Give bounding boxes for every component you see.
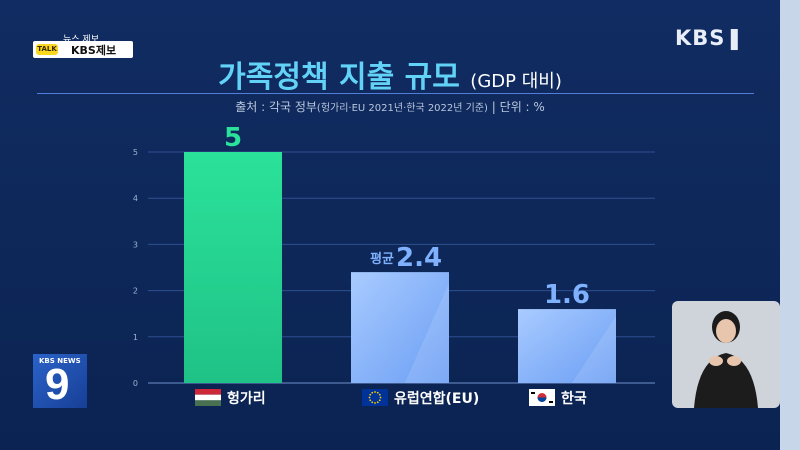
hungary-flag-icon [195, 389, 221, 406]
value-label: 1.6 [544, 280, 590, 310]
bar-chart: 0 1 2 3 4 5 5 평균 2.4 1.6 헝가리 유럽연합(EU) 한국 [133, 123, 655, 407]
title-divider [37, 93, 754, 94]
value-label: 2.4 [396, 243, 442, 273]
news-badge-number: 9 [45, 360, 70, 409]
chart-title-sub: (GDP 대비) [470, 71, 562, 92]
bar-shine [404, 283, 449, 383]
category-label: 한국 [561, 391, 587, 407]
y-tick-label: 3 [133, 240, 138, 249]
news-badge-label: KBS NEWS [39, 357, 81, 365]
tip-label: KBS제보 [71, 44, 117, 57]
kbs-logo-text: KBS [675, 26, 726, 50]
kbs-logo: KBS❚ [675, 26, 744, 50]
chart-title-main: 가족정책 지출 규모 [218, 60, 460, 95]
channel-one-icon: ❚ [725, 26, 745, 50]
bar-shine [571, 316, 616, 383]
sign-language-interpreter [672, 301, 780, 408]
value-prefix-label: 평균 [370, 251, 394, 267]
bar [351, 272, 449, 383]
x-axis: 헝가리 유럽연합(EU) 한국 [195, 389, 587, 407]
tip-box: TALK KBS제보 [33, 41, 133, 58]
source-note: (헝가리·EU 2021년·한국 2022년 기준) [316, 103, 488, 114]
category-label: 헝가리 [227, 390, 266, 407]
kbs-news9-logo: KBS NEWS 9 [33, 354, 87, 409]
source-line: 출처 : 각국 정부(헝가리·EU 2021년·한국 2022년 기준) | 단… [0, 98, 780, 115]
side-strip [780, 0, 800, 450]
y-tick-label: 2 [133, 287, 138, 296]
korea-flag-icon [529, 389, 555, 406]
y-tick-label: 5 [133, 148, 138, 157]
y-axis: 0 1 2 3 4 5 [133, 148, 138, 388]
chart-title: 가족정책 지출 규모 (GDP 대비) [0, 52, 780, 96]
category-label: 유럽연합(EU) [394, 390, 479, 407]
tip-caption: 뉴스 제보 [63, 35, 99, 45]
source-prefix: 출처 : 각국 정부 [235, 100, 317, 114]
interpreter-figure-icon [694, 311, 758, 408]
bars: 5 평균 2.4 1.6 [184, 123, 616, 383]
bar [518, 309, 616, 383]
y-tick-label: 1 [133, 333, 138, 342]
eu-flag-icon [362, 389, 388, 406]
value-label: 5 [224, 123, 242, 153]
kakao-talk-icon: TALK [36, 44, 58, 55]
news-tip-badge: 뉴스 제보 TALK KBS제보 [33, 32, 133, 58]
source-unit: | 단위 : % [491, 100, 545, 114]
y-tick-label: 4 [133, 194, 138, 203]
bar [184, 152, 282, 383]
y-tick-label: 0 [133, 379, 138, 388]
